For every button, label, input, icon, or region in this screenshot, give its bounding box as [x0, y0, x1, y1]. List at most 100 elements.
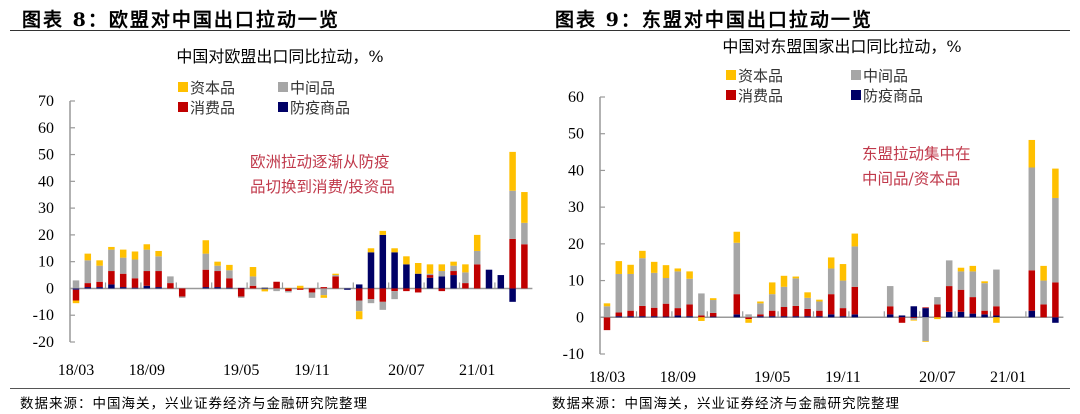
data-source-note: 数据来源：中国海关，兴业证券经济与金融研究院整理: [552, 396, 900, 412]
bar-segment-consumer-2020-04: [898, 317, 906, 323]
bar-segment-capital-2019-08: [804, 292, 811, 298]
bar-segment-consumer-2018-11: [698, 315, 705, 318]
bar-segment-epidemic-2021-03: [497, 275, 505, 289]
y-tick-label: 0: [46, 280, 54, 297]
bar-segment-epidemic-2019-04: [757, 316, 764, 318]
title-rule: [540, 30, 1070, 31]
bar-segment-capital-2020-03: [355, 311, 363, 320]
bar-segment-consumer-2020-12: [462, 283, 469, 289]
bar-segment-consumer-2019-11: [839, 308, 847, 317]
bar-segment-consumer-2019-12: [320, 287, 328, 289]
bar-segment-capital-2019-02: [202, 240, 210, 254]
bar-segment-consumer-2019-05: [768, 310, 776, 317]
bar-segment-epidemic-2018-08: [662, 316, 670, 318]
bar-segment-capital-2018-12: [709, 298, 717, 301]
legend-item-consumer: 消费品: [726, 87, 783, 105]
chart-title: 中国对东盟国家出口同比拉动，%: [722, 37, 961, 56]
bar-segment-epidemic-2018-09: [143, 285, 151, 289]
bar-segment-consumer-2019-04: [757, 314, 764, 317]
y-tick-label: -10: [33, 307, 54, 324]
x-tick-label: 18/09: [129, 362, 165, 379]
bar-segment-capital-2019-09: [816, 299, 823, 302]
bar-segment-consumer-2019-03: [214, 271, 221, 288]
bar-segment-consumer-2020-11: [450, 271, 457, 276]
bar-segment-consumer-2021-01: [473, 264, 481, 289]
bar-segment-epidemic-2021-05: [1052, 317, 1059, 323]
bar-segment-epidemic-2020-10: [969, 313, 977, 318]
y-tick-label: 0: [576, 309, 584, 326]
bar-segment-capital-2019-06: [249, 267, 257, 277]
bar-segment-consumer-2018-05: [627, 310, 634, 317]
bar-segment-intermediate-2018-10: [155, 256, 162, 272]
bar-segment-epidemic-2018-10: [686, 316, 693, 318]
bar-segment-intermediate-2019-08: [804, 297, 811, 309]
figure-title: 图表 9：东盟对中国出口拉动一览: [555, 9, 873, 31]
bar-segment-capital-2021-03: [1028, 139, 1036, 168]
chart-annotation-line: 品切换到消费/投资品: [250, 178, 395, 196]
bar-segment-intermediate-2020-12: [993, 269, 1000, 307]
legend-swatch-consumer: [726, 90, 736, 100]
bar-segment-consumer-2020-09: [957, 289, 965, 312]
bar-segment-capital-2019-03: [745, 319, 752, 323]
bar-segment-consumer-2018-12: [178, 288, 186, 297]
bar-segment-capital-2021-05: [1052, 168, 1059, 198]
bar-segment-capital-2020-05: [910, 319, 918, 321]
bar-segment-intermediate-2020-06: [922, 317, 929, 342]
bar-segment-consumer-2018-03: [603, 317, 611, 331]
bar-segment-intermediate-2020-05: [910, 318, 918, 320]
bar-segment-intermediate-2020-03: [355, 300, 363, 312]
bar-segment-consumer-2021-03: [1028, 270, 1036, 311]
bar-segment-capital-2018-05: [627, 264, 634, 274]
bar-segment-epidemic-2020-05: [910, 306, 918, 318]
bar-segment-capital-2018-07: [119, 249, 127, 258]
bar-segment-consumer-2019-02: [733, 294, 741, 315]
legend-item-intermediate: 中间品: [278, 79, 335, 97]
bar-segment-epidemic-2018-12: [709, 316, 717, 318]
bar-segment-consumer-2018-06: [108, 271, 115, 285]
bar-segment-intermediate-2018-04: [84, 260, 92, 284]
x-tick-label: 19/11: [294, 362, 330, 379]
bar-segment-intermediate-2019-04: [226, 270, 233, 279]
bar-segment-consumer-2019-10: [827, 294, 835, 315]
bar-segment-consumer-2019-08: [804, 308, 811, 317]
y-tick-label: 40: [568, 162, 584, 179]
bar-segment-epidemic-2020-03: [886, 314, 894, 318]
bar-segment-intermediate-2019-07: [792, 278, 800, 306]
bar-segment-intermediate-2018-12: [178, 296, 186, 298]
chart-annotation-line: 中间品/资本品: [862, 170, 960, 188]
bar-segment-intermediate-2020-04: [367, 299, 375, 304]
bar-segment-capital-2018-03: [603, 303, 611, 307]
bar-segment-epidemic-2020-03: [355, 284, 363, 289]
bar-segment-consumer-2019-12: [851, 286, 859, 315]
bar-segment-consumer-2021-04: [1040, 304, 1047, 318]
x-tick-label: 20/07: [388, 362, 424, 379]
legend-swatch-epidemic: [278, 102, 288, 112]
bar-segment-epidemic-2020-08: [414, 273, 422, 289]
legend-label-epidemic: 防疫商品: [290, 99, 350, 117]
bar-segment-consumer-2020-07: [934, 304, 941, 318]
bar-segment-intermediate-2018-06: [639, 258, 646, 306]
bar-segment-epidemic-2020-04: [898, 315, 906, 318]
bar-segment-epidemic-2019-02: [733, 314, 741, 318]
bar-segment-consumer-2019-07: [792, 305, 800, 317]
bar-segment-intermediate-2019-02: [202, 253, 210, 270]
bar-segment-intermediate-2019-12: [320, 288, 328, 296]
bar-segment-capital-2021-01: [473, 234, 481, 251]
bar-segment-capital-2021-04: [509, 151, 516, 191]
bar-segment-capital-2018-09: [674, 268, 682, 272]
bar-segment-capital-2018-04: [615, 261, 623, 274]
bar-segment-consumer-2020-03: [355, 288, 363, 301]
bar-segment-intermediate-2020-10: [969, 271, 977, 298]
bar-segment-capital-2018-06: [108, 246, 115, 250]
bar-segment-epidemic-2019-05: [768, 316, 776, 318]
legend-label-epidemic: 防疫商品: [863, 87, 923, 105]
x-tick-label: 19/11: [825, 369, 861, 386]
y-tick-label: 10: [568, 273, 584, 290]
bar-segment-intermediate-2018-06: [108, 249, 115, 272]
bar-segment-epidemic-2020-05: [379, 234, 387, 289]
bar-segment-intermediate-2018-03: [603, 306, 611, 318]
bar-segment-consumer-2020-06: [391, 288, 398, 292]
y-tick-label: 30: [38, 200, 54, 217]
bar-segment-intermediate-2019-07: [261, 287, 269, 289]
bar-segment-capital-2018-10: [686, 271, 693, 279]
